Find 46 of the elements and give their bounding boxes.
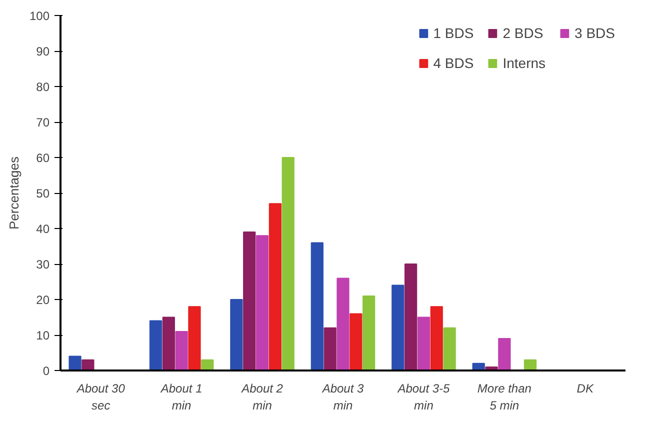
x-tick-label: About 3-5 min: [396, 382, 450, 412]
x-tick-label: About 30 sec: [76, 382, 126, 412]
bar: [310, 242, 324, 370]
bar: [149, 320, 162, 370]
bar: [404, 264, 418, 370]
y-tick-label: 40: [36, 222, 50, 236]
y-tick-label: 60: [36, 151, 50, 165]
y-tick-label: 50: [36, 186, 50, 200]
bar: [162, 316, 175, 370]
x-tick-label: More than 5 min: [477, 382, 532, 412]
bar: [392, 284, 404, 370]
bar: [430, 306, 443, 370]
x-tick-label: DK: [576, 382, 594, 396]
y-tick-label: 20: [36, 293, 50, 307]
y-tick-label: 70: [36, 116, 50, 130]
x-tick-label: About 1 min: [160, 382, 202, 412]
bar: [230, 299, 243, 370]
legend-label: 1 BDS: [433, 25, 474, 41]
bar: [350, 313, 362, 370]
bar: [362, 295, 376, 370]
y-tick-label: 80: [36, 80, 50, 94]
legend-label: 4 BDS: [433, 55, 474, 71]
bar: [498, 338, 511, 370]
bar: [324, 327, 336, 370]
bar: [82, 359, 94, 370]
bar: [68, 356, 82, 370]
y-tick-label: 90: [36, 44, 50, 58]
x-tick-label: About 3 min: [321, 382, 364, 412]
bar: [243, 232, 256, 370]
bar: [443, 327, 456, 370]
y-axis-title: Percentages: [6, 156, 22, 230]
y-tick-label: 10: [36, 328, 50, 342]
bar: [175, 330, 188, 370]
bar: [268, 203, 282, 370]
bar: [282, 157, 294, 370]
bar: [417, 316, 430, 370]
bar: [336, 278, 350, 370]
y-tick-label: 30: [36, 258, 50, 272]
x-tick-label: About 2 min: [240, 382, 284, 412]
y-tick-label: 100: [29, 9, 50, 23]
y-tick-label: 0: [42, 364, 50, 378]
bar: [188, 306, 201, 370]
legend-label: 3 BDS: [574, 25, 615, 41]
bar: [256, 235, 269, 370]
legend-label: 2 BDS: [502, 25, 544, 41]
legend-label: Interns: [502, 55, 546, 71]
